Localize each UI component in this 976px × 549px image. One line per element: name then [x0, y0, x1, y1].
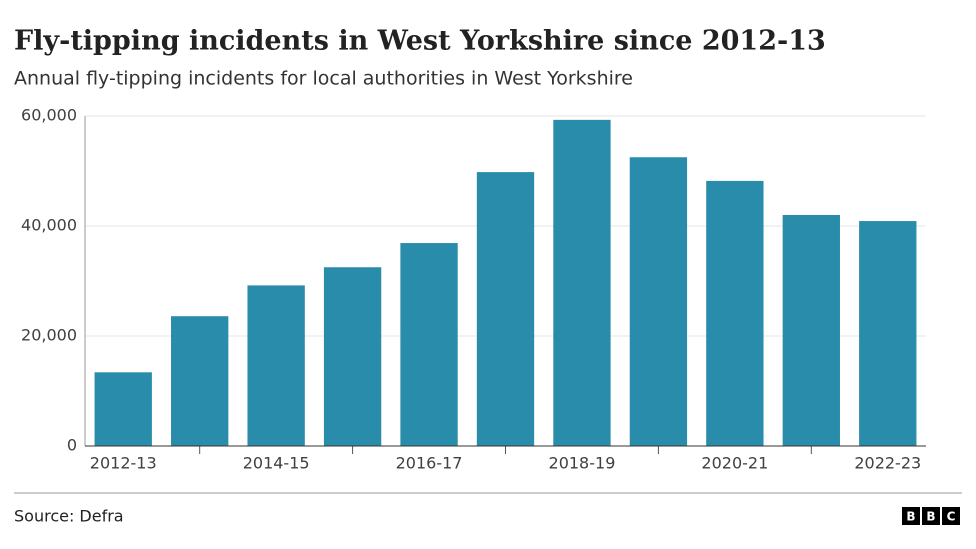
- chart-title: Fly-tipping incidents in West Yorkshire …: [14, 26, 826, 57]
- bar: [629, 157, 688, 446]
- bar: [476, 172, 535, 446]
- bar: [247, 285, 305, 446]
- x-tick-label: 2014-15: [243, 454, 310, 473]
- bar: [171, 316, 229, 446]
- x-tick-label: 2020-21: [701, 454, 768, 473]
- bar: [782, 215, 840, 446]
- logo-box: [942, 507, 960, 525]
- source: Source: Defra: [14, 507, 124, 526]
- y-tick-label: 60,000: [21, 106, 77, 125]
- logo-box: [922, 507, 940, 525]
- x-tick-label: 2022-23: [854, 454, 921, 473]
- logo-letter: B: [906, 510, 915, 524]
- bar: [706, 180, 764, 446]
- logo-box: [902, 507, 920, 525]
- logo-letter: C: [947, 510, 956, 524]
- x-tick-label: 2012-13: [90, 454, 157, 473]
- logo-letter: B: [926, 510, 935, 524]
- y-tick-label: 0: [67, 436, 77, 455]
- y-tick-label: 20,000: [21, 326, 77, 345]
- chart-subtitle: Annual fly-tipping incidents for local a…: [14, 68, 633, 90]
- bar: [323, 267, 382, 446]
- bar: [859, 221, 917, 446]
- x-tick-label: 2018-19: [549, 454, 616, 473]
- bar: [400, 243, 458, 446]
- y-tick-label: 40,000: [21, 216, 77, 235]
- bar: [94, 372, 152, 446]
- bar: [553, 119, 611, 446]
- x-tick-label: 2016-17: [396, 454, 463, 473]
